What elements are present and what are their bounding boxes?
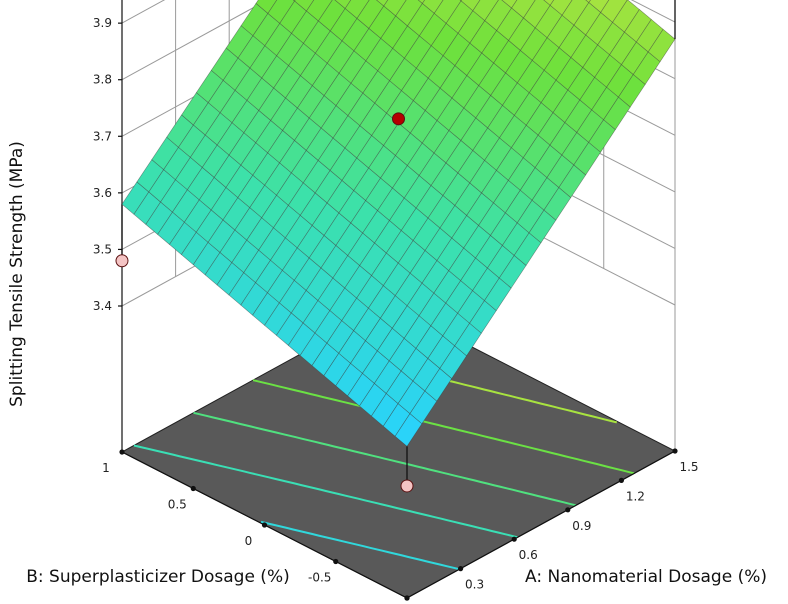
y-tick-label: -0.5 — [308, 571, 331, 585]
surface-cell — [588, 0, 610, 13]
y-tick-label: 1 — [102, 461, 110, 475]
surface-cell — [647, 28, 676, 63]
x-tick-label: 1.2 — [626, 489, 645, 503]
surface-cell — [376, 0, 389, 7]
x-tick-label: 0.6 — [519, 548, 538, 562]
y-tick-label: 0 — [245, 534, 253, 548]
x-tick — [618, 477, 625, 483]
x-tick-label: 0.9 — [572, 519, 591, 533]
surface-cell — [422, 0, 444, 14]
x-tick — [672, 448, 678, 454]
x-axis-title: A: Nanomaterial Dosage (%) — [525, 567, 767, 587]
x-tick — [458, 566, 464, 572]
y-tick-label: 0.5 — [168, 498, 187, 512]
design-point-stems — [121, 204, 408, 486]
contour-line — [193, 411, 577, 507]
y-tick — [190, 485, 196, 492]
surface-cell — [334, 0, 352, 9]
surface-cell — [460, 0, 481, 12]
surface-cell — [255, 0, 278, 14]
y-tick — [404, 595, 410, 601]
surface-cell — [417, 0, 426, 4]
y-tick — [261, 522, 268, 528]
x-tick — [511, 536, 517, 542]
y-tick — [333, 558, 339, 565]
design-point — [400, 479, 414, 493]
design-point — [392, 112, 405, 126]
response-surface — [121, 0, 676, 447]
contour-line — [252, 379, 635, 475]
z-axis-title: Splitting Tensile Strength (MPa) — [7, 141, 27, 407]
x-axis-line — [406, 450, 676, 599]
design-points — [115, 0, 676, 493]
surface-cell — [585, 0, 591, 3]
x-tick — [565, 507, 571, 513]
z-tick-label: 3.6 — [93, 186, 112, 200]
surface-cell — [294, 0, 315, 12]
x-tick-label: 0.3 — [465, 578, 484, 592]
y-tick — [119, 449, 125, 455]
z-tick-label: 3.8 — [93, 73, 112, 87]
z-tick-label: 3.4 — [93, 299, 112, 313]
axis-labels: 00.30.60.91.21.5-1-0.500.513.43.53.63.73… — [7, 16, 767, 592]
x-tick-label: 1.5 — [679, 460, 698, 474]
contour-line — [133, 444, 518, 539]
design-point — [115, 254, 129, 268]
z-tick-label: 3.9 — [93, 16, 112, 30]
z-tick-label: 3.5 — [93, 242, 112, 256]
y-axis-title: B: Superplasticizer Dosage (%) — [26, 567, 289, 587]
surface-cell — [543, 0, 555, 6]
surface-cell — [501, 0, 518, 9]
axis-frame — [118, 0, 678, 601]
z-tick-label: 3.7 — [93, 129, 112, 143]
contour-line — [260, 520, 460, 571]
